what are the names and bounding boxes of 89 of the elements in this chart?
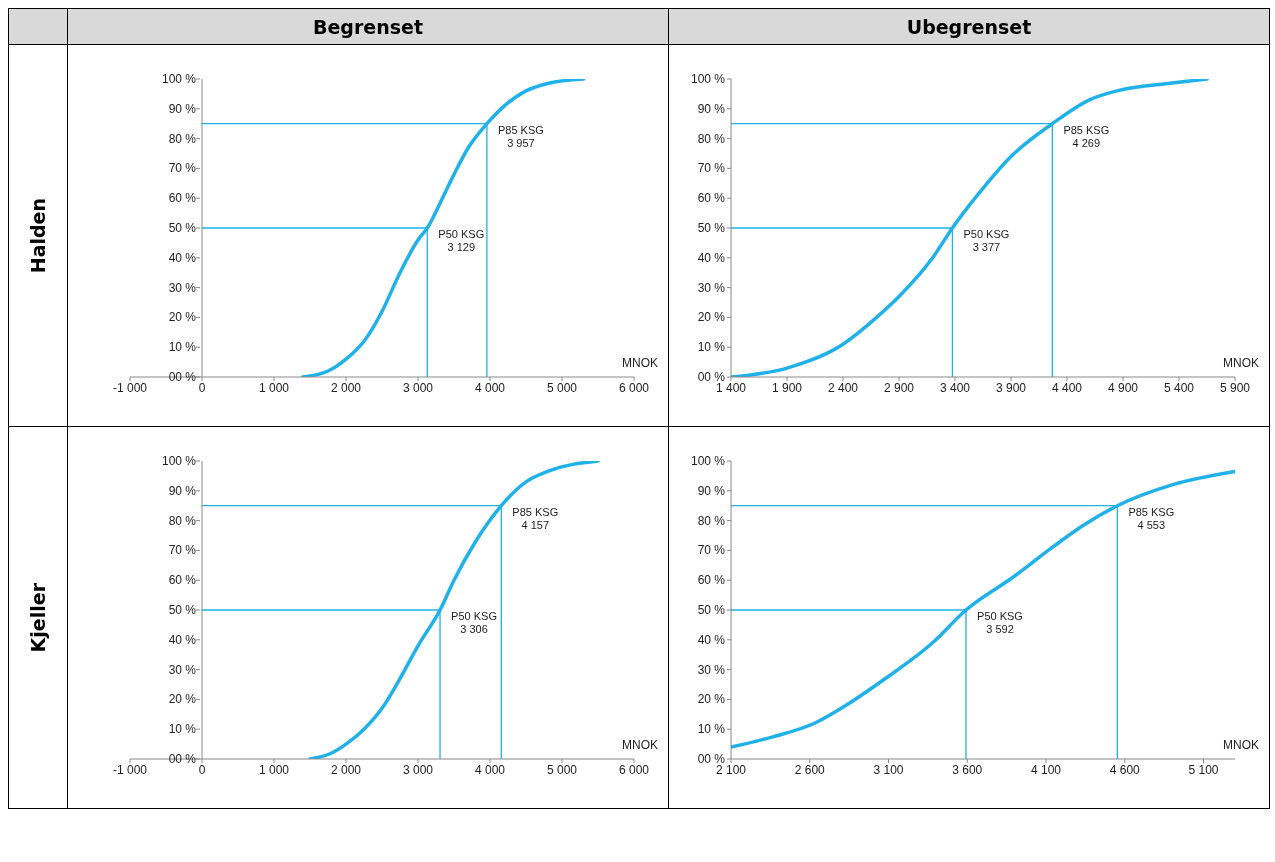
y-tick-label: 80 % [697, 131, 726, 146]
y-tick-label: 60 % [697, 190, 726, 205]
y-tick-label: 00 % [168, 369, 197, 384]
x-tick-label: -1 000 [112, 762, 148, 777]
x-tick-label: 4 400 [1051, 380, 1083, 395]
x-tick-label: 5 000 [546, 380, 578, 395]
annotation: P85 KSG 4 157 [512, 505, 559, 531]
annotation: P85 KSG 4 553 [1128, 505, 1175, 531]
x-tick-label: 1 000 [258, 380, 290, 395]
y-tick-label: 40 % [697, 250, 726, 265]
y-tick-label: 80 % [168, 513, 197, 528]
y-tick-label: 80 % [697, 513, 726, 528]
x-tick-label: 1 900 [771, 380, 803, 395]
x-axis-title: MNOK [1223, 355, 1259, 370]
y-tick-label: 80 % [168, 131, 197, 146]
x-tick-label: 4 100 [1030, 762, 1062, 777]
y-tick-label: 40 % [697, 632, 726, 647]
annotation: P85 KSG 3 957 [497, 123, 544, 149]
y-tick-label: 100 % [690, 71, 726, 86]
x-tick-label: 5 100 [1188, 762, 1219, 777]
x-tick-label: 3 400 [939, 380, 971, 395]
y-tick-label: 70 % [697, 542, 726, 557]
y-tick-label: 50 % [168, 220, 197, 235]
y-tick-label: 10 % [697, 339, 726, 354]
y-tick-label: 100 % [161, 71, 197, 86]
y-axis-title: Kjeller [27, 582, 49, 653]
x-tick-label: 2 000 [330, 762, 362, 777]
y-tick-label: 70 % [168, 542, 197, 557]
annotation: P85 KSG 4 269 [1063, 123, 1110, 149]
x-tick-label: 6 000 [618, 762, 650, 777]
y-tick-label: 10 % [168, 721, 197, 736]
x-axis-title: MNOK [622, 737, 658, 752]
y-tick-label: 90 % [168, 483, 197, 498]
y-tick-label: 20 % [168, 309, 197, 324]
x-tick-label: 2 600 [794, 762, 826, 777]
chart-title: Ubegrenset [668, 8, 1270, 45]
chart-title: Begrenset [67, 8, 669, 45]
x-tick-label: 5 000 [546, 762, 578, 777]
y-tick-label: 20 % [697, 309, 726, 324]
y-tick-label: 100 % [161, 453, 197, 468]
x-tick-label: 3 900 [995, 380, 1027, 395]
annotation: P50 KSG 3 377 [963, 227, 1010, 253]
y-tick-label: 30 % [168, 662, 197, 677]
y-tick-label: 50 % [697, 602, 726, 617]
x-tick-label: 3 600 [952, 762, 983, 777]
y-tick-label: 70 % [697, 160, 726, 175]
x-tick-label: 3 000 [402, 762, 434, 777]
y-tick-label: 20 % [168, 691, 197, 706]
x-tick-label: 3 100 [873, 762, 904, 777]
annotation: P50 KSG 3 306 [451, 609, 497, 635]
y-tick-label: 60 % [168, 572, 197, 587]
x-tick-label: 1 000 [258, 762, 290, 777]
x-tick-label: 0 [198, 380, 206, 395]
y-tick-label: 100 % [690, 453, 726, 468]
x-tick-label: 5 900 [1219, 380, 1251, 395]
x-tick-label: 2 900 [883, 380, 915, 395]
y-tick-label: 70 % [168, 160, 197, 175]
y-tick-label: 30 % [697, 662, 726, 677]
annotation: P50 KSG 3 129 [438, 227, 485, 253]
y-tick-label: 30 % [697, 280, 726, 295]
y-tick-label: 10 % [168, 339, 197, 354]
x-axis-title: MNOK [1223, 737, 1259, 752]
x-tick-label: 4 600 [1109, 762, 1141, 777]
y-tick-label: 30 % [168, 280, 197, 295]
x-tick-label: 4 000 [474, 380, 506, 395]
x-axis-title: MNOK [622, 355, 658, 370]
x-tick-label: 3 000 [402, 380, 434, 395]
y-tick-label: 90 % [168, 101, 197, 116]
x-tick-label: 4 000 [474, 762, 506, 777]
y-tick-label: 90 % [697, 483, 726, 498]
x-tick-label: 5 400 [1163, 380, 1195, 395]
y-tick-label: 40 % [168, 250, 197, 265]
x-tick-label: 6 000 [618, 380, 650, 395]
x-tick-label: 0 [198, 762, 206, 777]
y-tick-label: 20 % [697, 691, 726, 706]
y-tick-label: 40 % [168, 632, 197, 647]
y-tick-label: 00 % [168, 751, 197, 766]
y-tick-label: 60 % [168, 190, 197, 205]
y-tick-label: 50 % [168, 602, 197, 617]
y-tick-label: 90 % [697, 101, 726, 116]
x-tick-label: 2 400 [827, 380, 859, 395]
x-tick-label: 2 000 [330, 380, 362, 395]
y-tick-label: 60 % [697, 572, 726, 587]
x-tick-label: 4 900 [1107, 380, 1139, 395]
y-tick-label: 50 % [697, 220, 726, 235]
x-tick-label: -1 000 [112, 380, 148, 395]
y-axis-title: Halden [27, 197, 49, 274]
y-tick-label: 10 % [697, 721, 726, 736]
annotation: P50 KSG 3 592 [977, 609, 1023, 635]
